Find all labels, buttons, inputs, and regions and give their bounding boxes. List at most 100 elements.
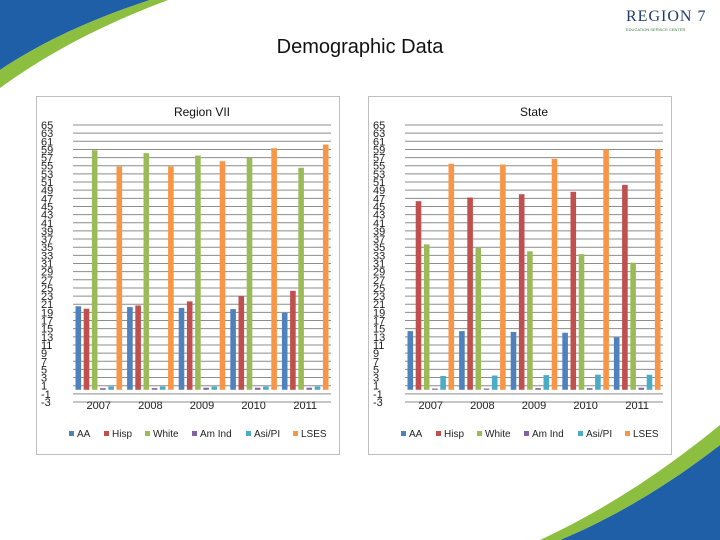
y-tick-label: 13 [373, 332, 385, 344]
bar-lses-2011 [654, 149, 661, 390]
bar-white-2010 [246, 157, 253, 390]
chart-title: Region VII [174, 105, 230, 119]
legend-label: White [485, 429, 511, 440]
y-tick-label: 63 [373, 128, 385, 140]
x-tick-label: 2010 [573, 400, 597, 412]
bar-aa-2008 [127, 307, 133, 390]
bar-am-ind-2011 [306, 387, 313, 390]
bar-lses-2008 [500, 164, 506, 390]
legend-swatch [145, 431, 150, 436]
y-tick-label: 31 [41, 259, 53, 271]
legend-label: LSES [301, 429, 327, 440]
bar-hisp-2007 [415, 201, 422, 390]
bar-asi-pi-2010 [263, 386, 269, 390]
y-tick-label: 21 [41, 299, 53, 311]
y-tick-label: 33 [41, 250, 53, 262]
chart-panel-region: Region VII 65 63 61 59 57 55 53 51 49 47 45 43 41 39 37… [36, 96, 340, 455]
y-tick-label: 37 [41, 234, 53, 246]
y-tick-label: 49 [41, 185, 53, 197]
y-tick-label: 11 [41, 340, 52, 352]
bar-aa-2007 [75, 306, 82, 390]
y-tick-label: 49 [373, 185, 385, 197]
legend-label: LSES [633, 429, 659, 440]
legend-swatch [192, 431, 197, 436]
y-tick-label: 27 [41, 275, 53, 287]
y-tick-label: 33 [373, 250, 385, 262]
bar-lses-2007 [448, 163, 455, 390]
legend-swatch [477, 431, 482, 436]
y-tick-label: 65 [373, 120, 385, 132]
legend-label: Hisp [444, 429, 464, 440]
bar-aa-2009 [178, 307, 185, 390]
y-tick-label: 43 [373, 210, 385, 222]
bar-lses-2008 [168, 166, 174, 390]
bar-white-2010 [578, 254, 585, 390]
bar-hisp-2008 [467, 197, 473, 390]
bar-asi-pi-2007 [440, 375, 446, 390]
legend-label: Asi/PI [254, 429, 280, 440]
y-tick-label: 31 [373, 259, 385, 271]
legend-swatch [104, 431, 109, 436]
bar-am-ind-2008 [151, 388, 158, 390]
bar-am-ind-2007 [100, 388, 106, 390]
y-tick-label: 17 [41, 316, 53, 328]
y-tick-label: 9 [373, 348, 379, 360]
y-tick-label: 5 [373, 364, 379, 376]
legend-label: AA [77, 429, 91, 440]
y-tick-label: 47 [373, 193, 385, 205]
legend-swatch [246, 431, 251, 436]
bar-asi-pi-2009 [211, 386, 218, 390]
y-tick-label: -3 [41, 397, 51, 409]
bar-white-2008 [475, 248, 482, 390]
y-tick-label: 1 [41, 381, 47, 393]
bar-white-2007 [423, 244, 430, 390]
y-tick-label: 11 [373, 340, 384, 352]
legend-label: Asi/PI [586, 429, 612, 440]
y-tick-label: 51 [41, 177, 53, 189]
bar-hisp-2009 [186, 301, 193, 390]
x-tick-label: 2009 [522, 400, 546, 412]
y-tick-label: 15 [41, 324, 53, 336]
bar-hisp-2010 [238, 296, 245, 390]
x-tick-label: 2009 [190, 400, 214, 412]
y-tick-label: 61 [41, 136, 53, 148]
x-tick-label: 2007 [419, 400, 443, 412]
y-tick-label: 41 [41, 218, 53, 230]
x-tick-label: 2010 [241, 400, 265, 412]
y-tick-label: 21 [373, 299, 385, 311]
y-tick-label: 23 [41, 291, 53, 303]
legend-swatch [625, 431, 630, 436]
bar-hisp-2007 [83, 308, 90, 390]
y-tick-label: 55 [41, 161, 53, 173]
y-tick-label: -1 [41, 389, 51, 401]
y-tick-label: 39 [41, 226, 53, 238]
bar-am-ind-2007 [432, 388, 438, 390]
x-tick-label: 2007 [87, 400, 111, 412]
y-tick-label: 57 [373, 153, 385, 165]
legend-swatch [69, 431, 74, 436]
y-tick-label: 9 [41, 348, 47, 360]
y-tick-label: 51 [373, 177, 385, 189]
bar-asi-pi-2010 [595, 374, 601, 390]
y-tick-label: 7 [373, 356, 379, 368]
chart-title: State [520, 105, 548, 119]
bar-white-2008 [143, 153, 150, 390]
legend-label: White [153, 429, 179, 440]
y-tick-label: 45 [41, 201, 53, 213]
legend-label: Am Ind [200, 429, 232, 440]
bar-am-ind-2010 [254, 387, 261, 390]
x-tick-label: 2008 [470, 400, 494, 412]
legend-label: Hisp [112, 429, 132, 440]
y-tick-label: 47 [41, 193, 53, 205]
y-tick-label: 45 [373, 201, 385, 213]
bar-lses-2009 [551, 158, 558, 390]
y-tick-label: 15 [373, 324, 385, 336]
y-tick-label: 61 [373, 136, 385, 148]
bar-am-ind-2010 [586, 388, 593, 390]
y-tick-label: 25 [373, 283, 385, 295]
bar-aa-2011 [613, 337, 620, 390]
y-tick-label: 39 [373, 226, 385, 238]
bar-lses-2007 [116, 166, 123, 390]
state-chart: State65636159575553514947454341393735333… [373, 105, 663, 440]
